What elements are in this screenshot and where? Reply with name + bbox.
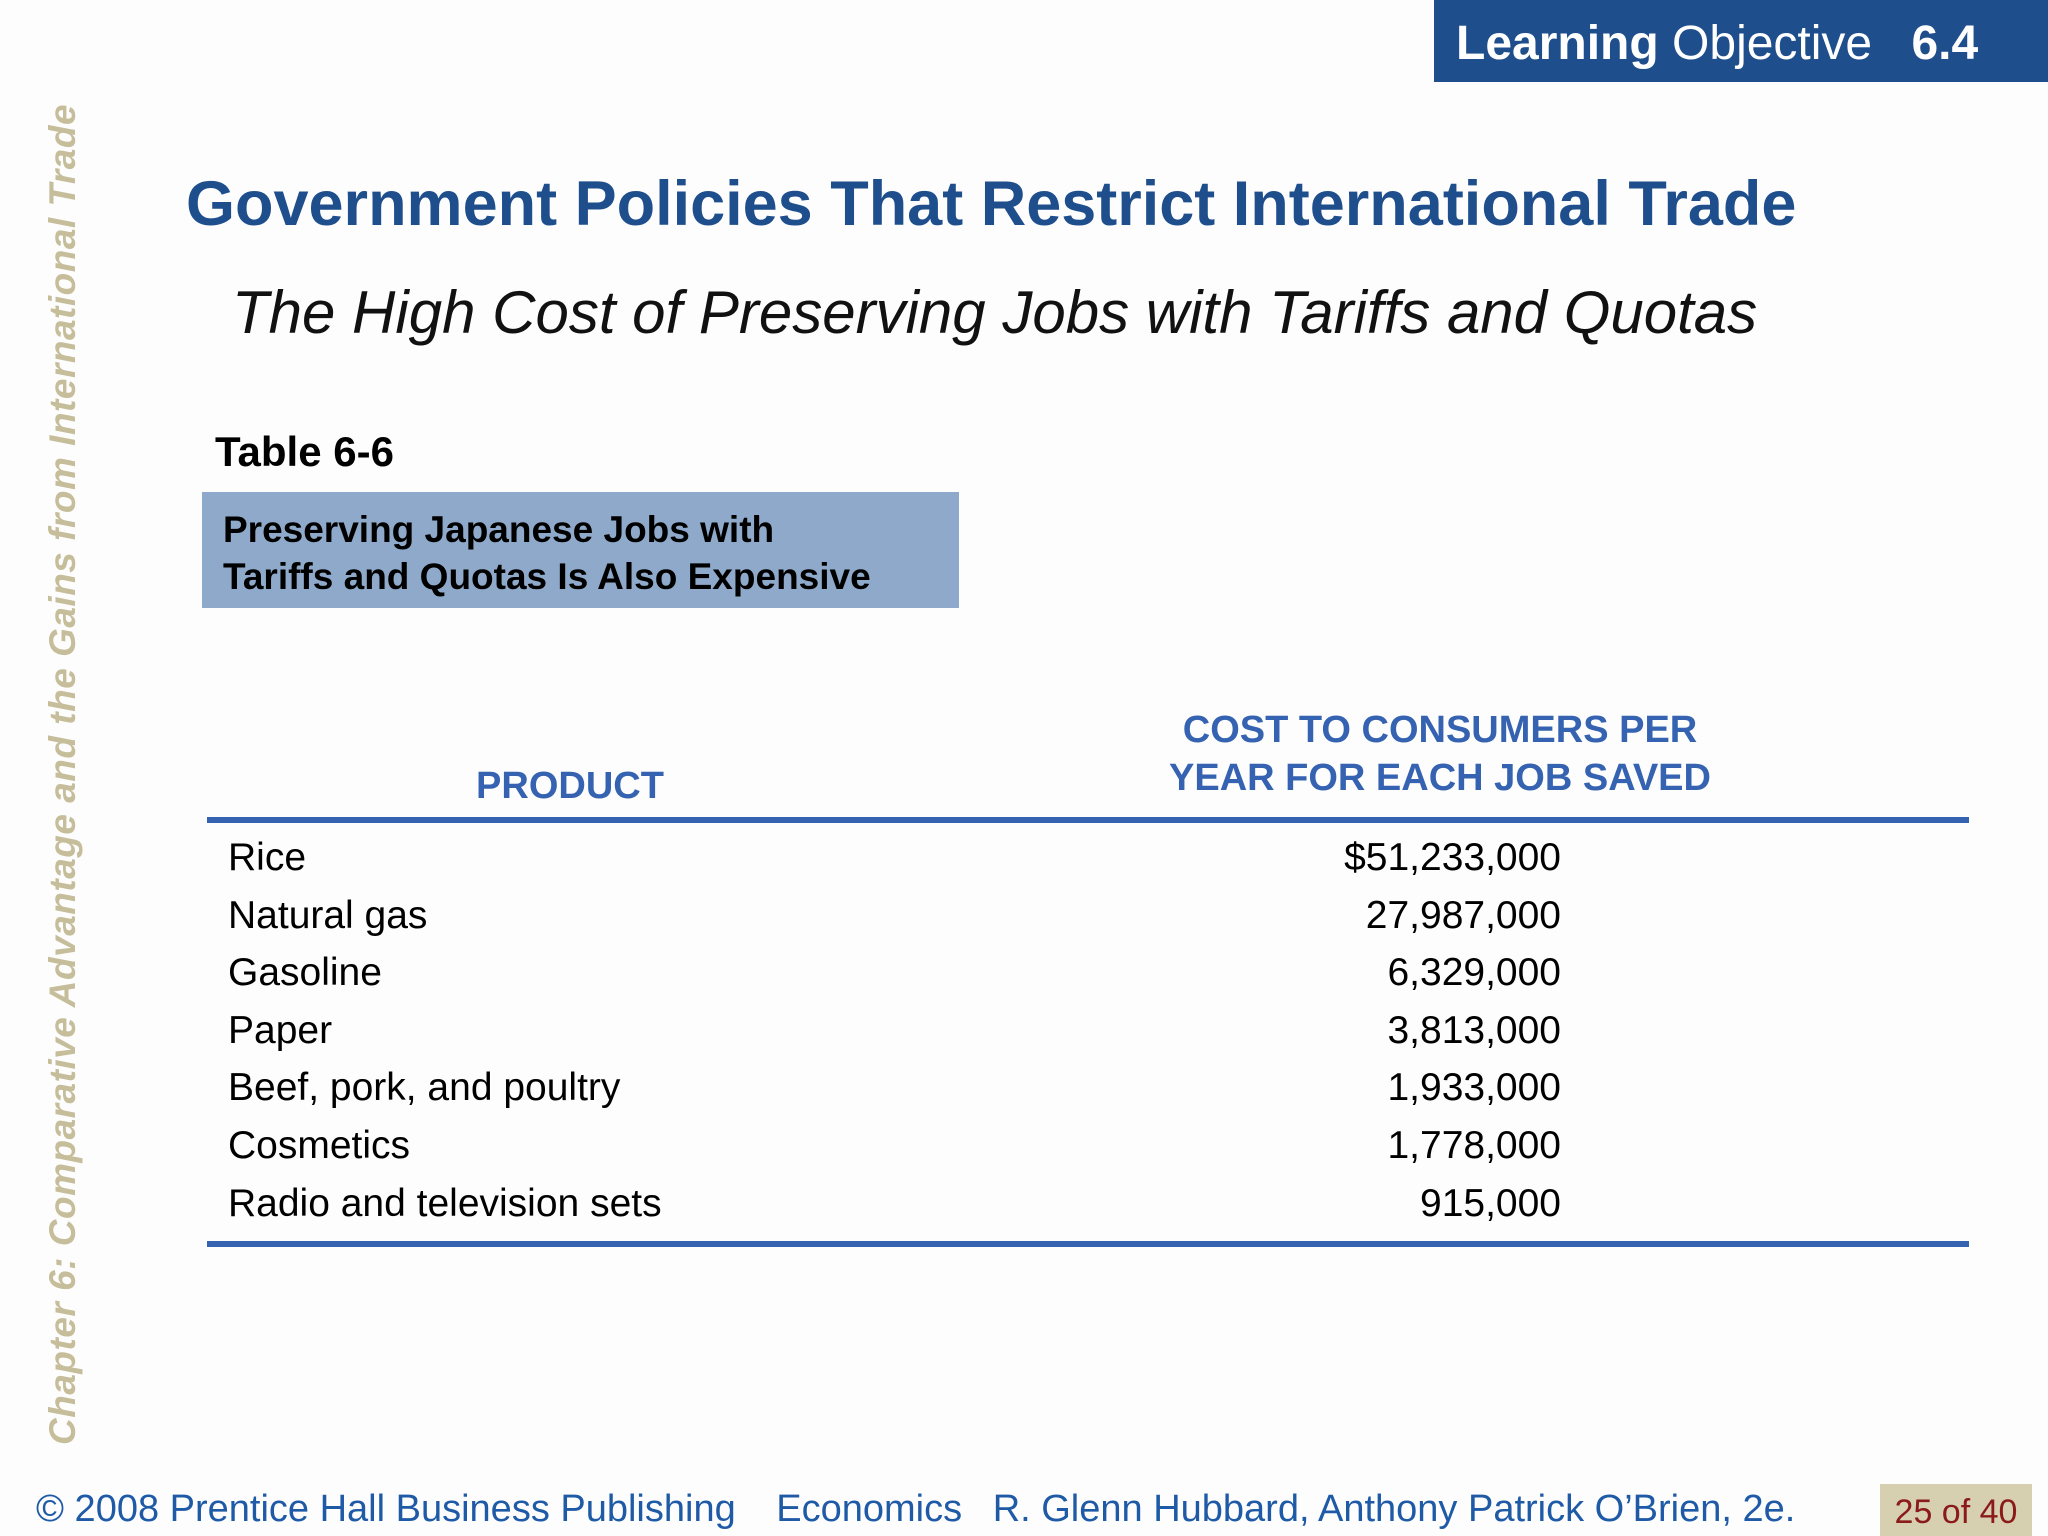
table-number: Table 6-6 bbox=[215, 428, 394, 475]
column-header-cost: COST TO CONSUMERS PER YEAR FOR EACH JOB … bbox=[1090, 706, 1790, 802]
table-row: Beef, pork, and poultry 1,933,000 bbox=[207, 1058, 1969, 1116]
table-bottom-rule bbox=[207, 1241, 1969, 1247]
table-row: Cosmetics 1,778,000 bbox=[207, 1116, 1969, 1174]
table-row: Radio and television sets 915,000 bbox=[207, 1174, 1969, 1232]
cost-cell: $51,233,000 bbox=[1344, 836, 1561, 879]
table-row: Rice $51,233,000 bbox=[207, 828, 1969, 886]
footer-credits: © 2008 Prentice Hall Business Publishing… bbox=[36, 1488, 1825, 1531]
slide-subtitle: The High Cost of Preserving Jobs with Ta… bbox=[232, 279, 1758, 346]
table-caption-line-2: Tariffs and Quotas Is Also Expensive bbox=[223, 556, 871, 597]
slide-title: Government Policies That Restrict Intern… bbox=[186, 169, 1797, 239]
column-header-cost-line-1: COST TO CONSUMERS PER bbox=[1182, 709, 1698, 751]
learning-objective-number: 6.4 bbox=[1911, 17, 1979, 70]
column-header-product: PRODUCT bbox=[476, 765, 664, 807]
learning-objective-word: Objective bbox=[1672, 17, 1873, 70]
product-cell: Gasoline bbox=[228, 951, 382, 995]
table-body: Rice $51,233,000 Natural gas 27,987,000 … bbox=[207, 828, 1969, 1231]
footer-book: Economics bbox=[776, 1488, 963, 1530]
table-row: Gasoline 6,329,000 bbox=[207, 943, 1969, 1001]
learning-objective-label: Learning bbox=[1456, 17, 1659, 70]
cost-cell: 3,813,000 bbox=[1387, 1008, 1561, 1052]
cost-cell: 6,329,000 bbox=[1387, 951, 1561, 995]
footer-copyright: © 2008 Prentice Hall Business Publishing bbox=[36, 1488, 736, 1530]
product-cell: Beef, pork, and poultry bbox=[228, 1066, 621, 1110]
product-cell: Rice bbox=[228, 836, 307, 879]
product-cell: Natural gas bbox=[228, 893, 428, 937]
table-caption: Preserving Japanese Jobs with Tariffs an… bbox=[202, 492, 959, 608]
learning-objective-badge: Learning Objective 6.4 bbox=[1434, 0, 2048, 82]
footer-authors: R. Glenn Hubbard, Anthony Patrick O’Brie… bbox=[992, 1488, 1796, 1530]
table-top-rule bbox=[207, 817, 1969, 823]
page-counter: 25 of 40 bbox=[1880, 1484, 2032, 1536]
column-header-cost-line-2: YEAR FOR EACH JOB SAVED bbox=[1169, 757, 1711, 799]
cost-cell: 915,000 bbox=[1420, 1181, 1561, 1225]
table-row: Natural gas 27,987,000 bbox=[207, 886, 1969, 944]
cost-cell: 1,778,000 bbox=[1387, 1123, 1561, 1167]
product-cell: Cosmetics bbox=[228, 1123, 411, 1167]
product-cell: Radio and television sets bbox=[228, 1181, 662, 1225]
cost-cell: 27,987,000 bbox=[1365, 893, 1561, 937]
product-cell: Paper bbox=[228, 1008, 333, 1052]
chapter-sidebar-text: Chapter 6: Comparative Advantage and the… bbox=[42, 103, 83, 1445]
table-caption-line-1: Preserving Japanese Jobs with bbox=[223, 509, 775, 550]
cost-cell: 1,933,000 bbox=[1387, 1066, 1561, 1110]
table-row: Paper 3,813,000 bbox=[207, 1001, 1969, 1059]
